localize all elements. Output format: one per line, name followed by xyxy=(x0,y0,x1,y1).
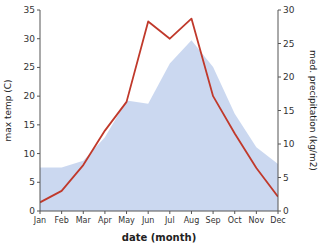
x-tick xyxy=(213,211,214,214)
x-tick-label: Jan xyxy=(33,216,46,225)
y2-tick xyxy=(278,110,281,111)
x-tick xyxy=(83,211,84,214)
y2-tick-label: 20 xyxy=(283,72,295,82)
y2-tick-label: 10 xyxy=(283,139,295,149)
x-tick-label: Sep xyxy=(206,216,221,225)
x-tick xyxy=(148,211,149,214)
x-tick-label: Dec xyxy=(270,216,285,225)
y-tick-label: 10 xyxy=(24,149,36,159)
y2-tick xyxy=(278,77,281,78)
y2-axis-label: med. precipitation (kg/m2) xyxy=(308,50,318,171)
y2-tick-label: 5 xyxy=(283,173,289,183)
y-tick-label: 0 xyxy=(29,206,35,216)
y-tick xyxy=(37,10,40,11)
y-tick xyxy=(37,67,40,68)
x-tick xyxy=(256,211,257,214)
y2-tick-label: 30 xyxy=(283,5,295,15)
y-tick xyxy=(37,38,40,39)
x-tick xyxy=(126,211,127,214)
precip-area xyxy=(40,40,278,211)
y2-tick-label: 0 xyxy=(283,206,289,216)
y-tick-label: 25 xyxy=(24,62,35,72)
chart: 0 5 10 15 20 25 30 35 0 5 10 15 20 25 30 Jan Feb Mar Apr Ma… xyxy=(0,0,318,247)
y2-tick xyxy=(278,177,281,178)
x-tick xyxy=(234,211,235,214)
y2-tick-label: 25 xyxy=(283,39,294,49)
left-axis-line xyxy=(40,10,41,211)
x-tick-label: Aug xyxy=(184,216,200,225)
y2-tick xyxy=(278,144,281,145)
y-tick xyxy=(37,153,40,154)
y-tick-label: 20 xyxy=(24,91,36,101)
x-tick xyxy=(191,211,192,214)
x-tick-label: Nov xyxy=(249,216,265,225)
x-tick-label: Mar xyxy=(76,216,92,225)
y2-tick xyxy=(278,43,281,44)
y-tick xyxy=(37,182,40,183)
axes: 0 5 10 15 20 25 30 35 0 5 10 15 20 25 30 Jan Feb Mar Apr Ma… xyxy=(24,5,295,225)
y-axis-label: max temp (C) xyxy=(3,79,13,141)
x-tick-label: Oct xyxy=(228,216,242,225)
y-tick xyxy=(37,96,40,97)
y-tick-label: 35 xyxy=(24,5,35,15)
y-tick-label: 30 xyxy=(24,34,36,44)
x-tick xyxy=(104,211,105,214)
y-tick-label: 5 xyxy=(29,177,35,187)
x-axis-label: date (month) xyxy=(122,232,196,243)
x-tick-label: May xyxy=(118,216,135,225)
y-tick xyxy=(37,124,40,125)
x-tick-label: Jun xyxy=(141,216,155,225)
bottom-axis-line xyxy=(40,211,278,212)
x-tick xyxy=(40,211,41,214)
x-tick-label: Apr xyxy=(98,216,113,225)
temp-line xyxy=(40,19,278,203)
y-tick-label: 15 xyxy=(24,120,35,130)
x-tick-label: Feb xyxy=(55,216,69,225)
x-tick xyxy=(61,211,62,214)
x-tick-label: Jul xyxy=(164,216,175,225)
plot-area xyxy=(40,19,278,211)
x-tick xyxy=(278,211,279,214)
y2-tick xyxy=(278,10,281,11)
y2-tick-label: 15 xyxy=(283,106,294,116)
x-tick xyxy=(169,211,170,214)
